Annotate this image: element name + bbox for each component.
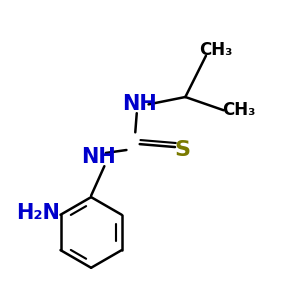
Text: S: S bbox=[174, 140, 190, 160]
Text: H₂N: H₂N bbox=[16, 203, 60, 223]
Text: CH₃: CH₃ bbox=[200, 41, 233, 59]
Text: CH₃: CH₃ bbox=[222, 101, 255, 119]
Text: NH: NH bbox=[81, 147, 116, 167]
Text: NH: NH bbox=[122, 94, 157, 114]
